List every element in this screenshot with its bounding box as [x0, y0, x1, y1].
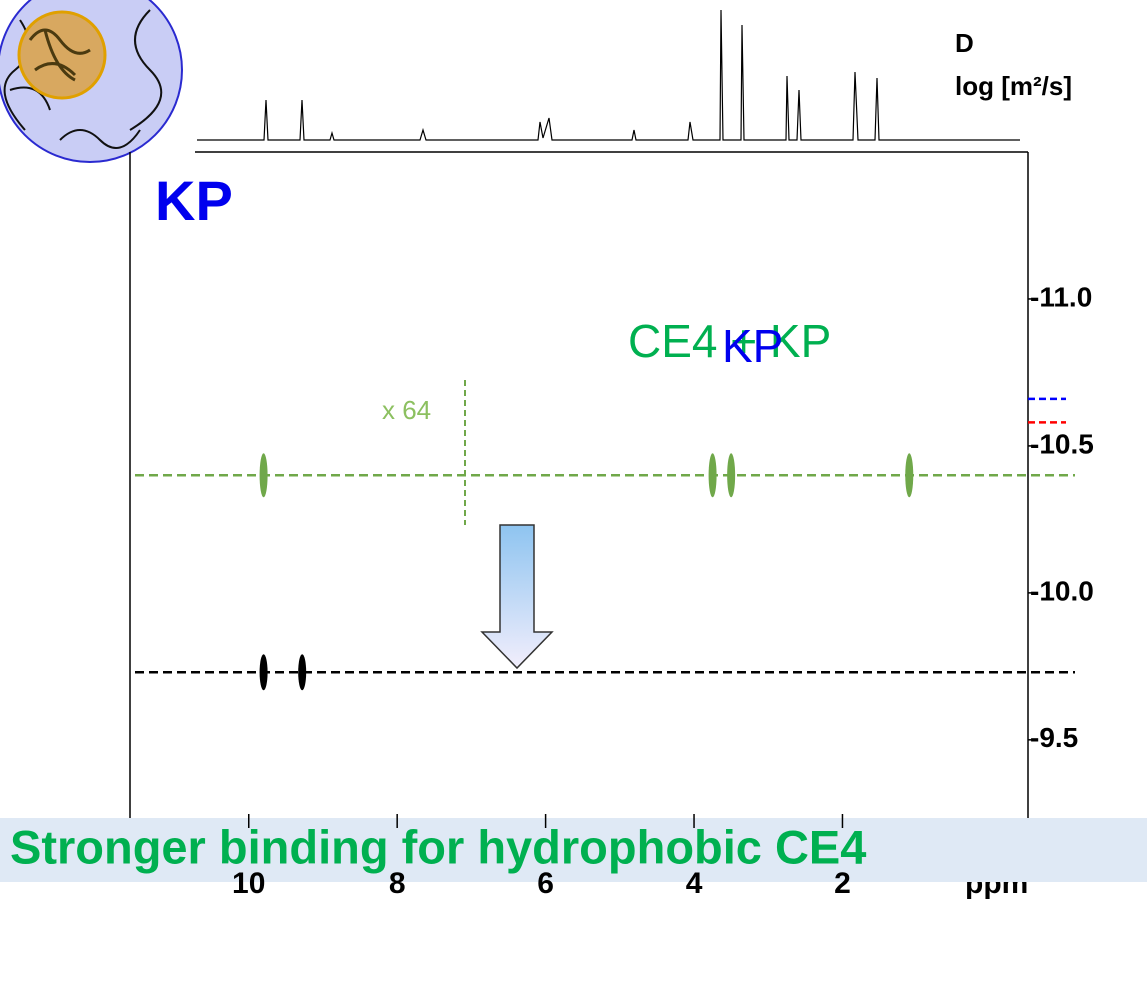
banner-text: Stronger binding for hydrophobic CE4 — [10, 820, 866, 873]
cross-peak — [905, 453, 914, 498]
banner — [0, 818, 1147, 882]
annotation: x 64 — [382, 395, 431, 425]
y-tick-label: -10.0 — [1030, 575, 1094, 606]
cross-peak — [259, 654, 268, 691]
y-tick-label: -10.5 — [1030, 428, 1094, 459]
annotation: KP — [722, 320, 783, 372]
x-tick-label: 2 — [834, 867, 851, 900]
x-tick-label: 8 — [389, 867, 406, 900]
annotation: CE4 + KP — [628, 315, 831, 367]
chart-title: KP — [155, 169, 233, 232]
axis-unit: log [m²/s] — [955, 71, 1072, 101]
spectrum-1d — [197, 9, 1020, 141]
cross-peak — [727, 453, 736, 498]
x-tick-label: 6 — [537, 867, 554, 900]
axis-label: D — [955, 28, 974, 58]
cross-peak — [708, 453, 717, 498]
x-tick-label: 10 — [232, 867, 265, 900]
cross-peak — [298, 654, 307, 691]
y-tick-label: -9.5 — [1030, 722, 1078, 753]
cross-peak — [259, 453, 268, 498]
x-tick-label: 4 — [686, 867, 703, 900]
y-tick-label: -11.0 — [1030, 281, 1092, 312]
arrow — [480, 524, 554, 670]
icon — [0, 0, 183, 163]
